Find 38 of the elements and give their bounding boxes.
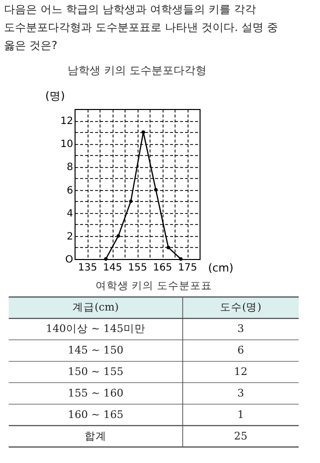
chart-title: 남학생 키의 도수분포다각형 xyxy=(68,64,207,77)
x-tick-label: 175 xyxy=(178,262,198,274)
y-tick-label: O xyxy=(65,254,74,266)
y-tick-label: 10 xyxy=(60,139,74,150)
text: 계급(cm) xyxy=(72,302,119,314)
category-label: 140이상 ~ 145미만 xyxy=(46,323,146,336)
data-label: 1 xyxy=(237,408,244,421)
x-tick-label: 165 xyxy=(153,262,172,274)
y-tick-label: 8 xyxy=(66,162,74,174)
point xyxy=(166,246,170,250)
text: 여학생 키의 도수분포표 xyxy=(95,280,212,292)
x-tick-label: 145 xyxy=(103,262,122,274)
point xyxy=(154,188,158,192)
y-tick-label: 4 xyxy=(66,208,74,220)
x-axis-title: (cm) xyxy=(208,262,234,274)
y-tick-label: 2 xyxy=(66,231,74,242)
category-label: 155 ~ 160 xyxy=(68,387,124,400)
point xyxy=(142,130,146,134)
x-tick-label: 135 xyxy=(78,262,98,274)
category-label: 160 ~ 165 xyxy=(68,408,124,421)
data-label: 3 xyxy=(237,387,244,400)
category-label: 150 ~ 155 xyxy=(68,366,124,378)
text: 다음은 어느 학급의 남학생과 여학생들의 키를 각각 도수분포다각형과 도수분포표로 나타낸 것이다. 설명 중 옳은 것은? xyxy=(4,3,278,52)
point xyxy=(104,257,108,261)
y-axis-title: (명) xyxy=(45,90,65,102)
point xyxy=(129,200,133,204)
category-label: 145 ~ 150 xyxy=(68,344,124,357)
data-label: 12 xyxy=(234,366,248,378)
x-tick-label: 155 xyxy=(128,262,148,274)
category-label: 합계 xyxy=(84,430,107,442)
data-label: 6 xyxy=(237,344,244,357)
point xyxy=(179,257,183,261)
y-tick-label: 12 xyxy=(60,116,74,128)
data-label: 25 xyxy=(234,430,248,442)
point xyxy=(116,234,120,238)
y-tick-label: 6 xyxy=(66,185,74,196)
text: 도수(명) xyxy=(220,302,262,314)
data-label: 3 xyxy=(237,323,244,336)
